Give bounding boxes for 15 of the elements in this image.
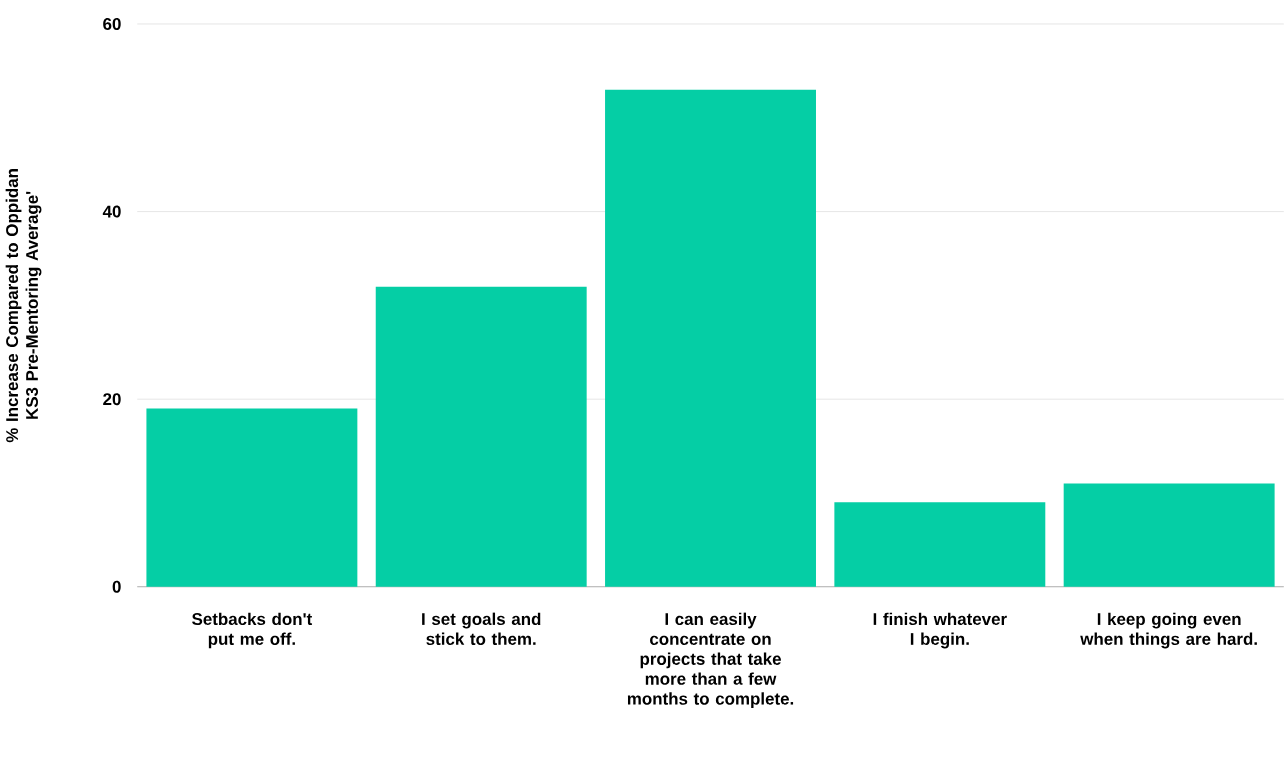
bar [146,408,358,587]
bar [375,286,587,587]
y-tick-label: 40 [102,205,121,218]
y-axis-title: % Increase Compared to Oppidan KS3 Pre-Mentoring Average' [5,169,42,443]
bar [834,502,1046,587]
y-tick-label: 60 [103,18,121,31]
bar [1063,483,1275,587]
x-tick-label: I finish whatever I begin. [873,612,1007,649]
x-tick-label: Setbacks don't put me off. [192,612,313,649]
bar [605,89,816,587]
x-tick-label: I keep going even when things are hard. [1080,612,1257,649]
x-tick-label: I can easily concentrate on projects that take more than a few months to complete. [627,612,794,709]
y-tick-label: 20 [103,393,121,406]
y-tick-label: 0 [112,580,121,593]
x-tick-label: I set goals and stick to them. [422,612,541,646]
